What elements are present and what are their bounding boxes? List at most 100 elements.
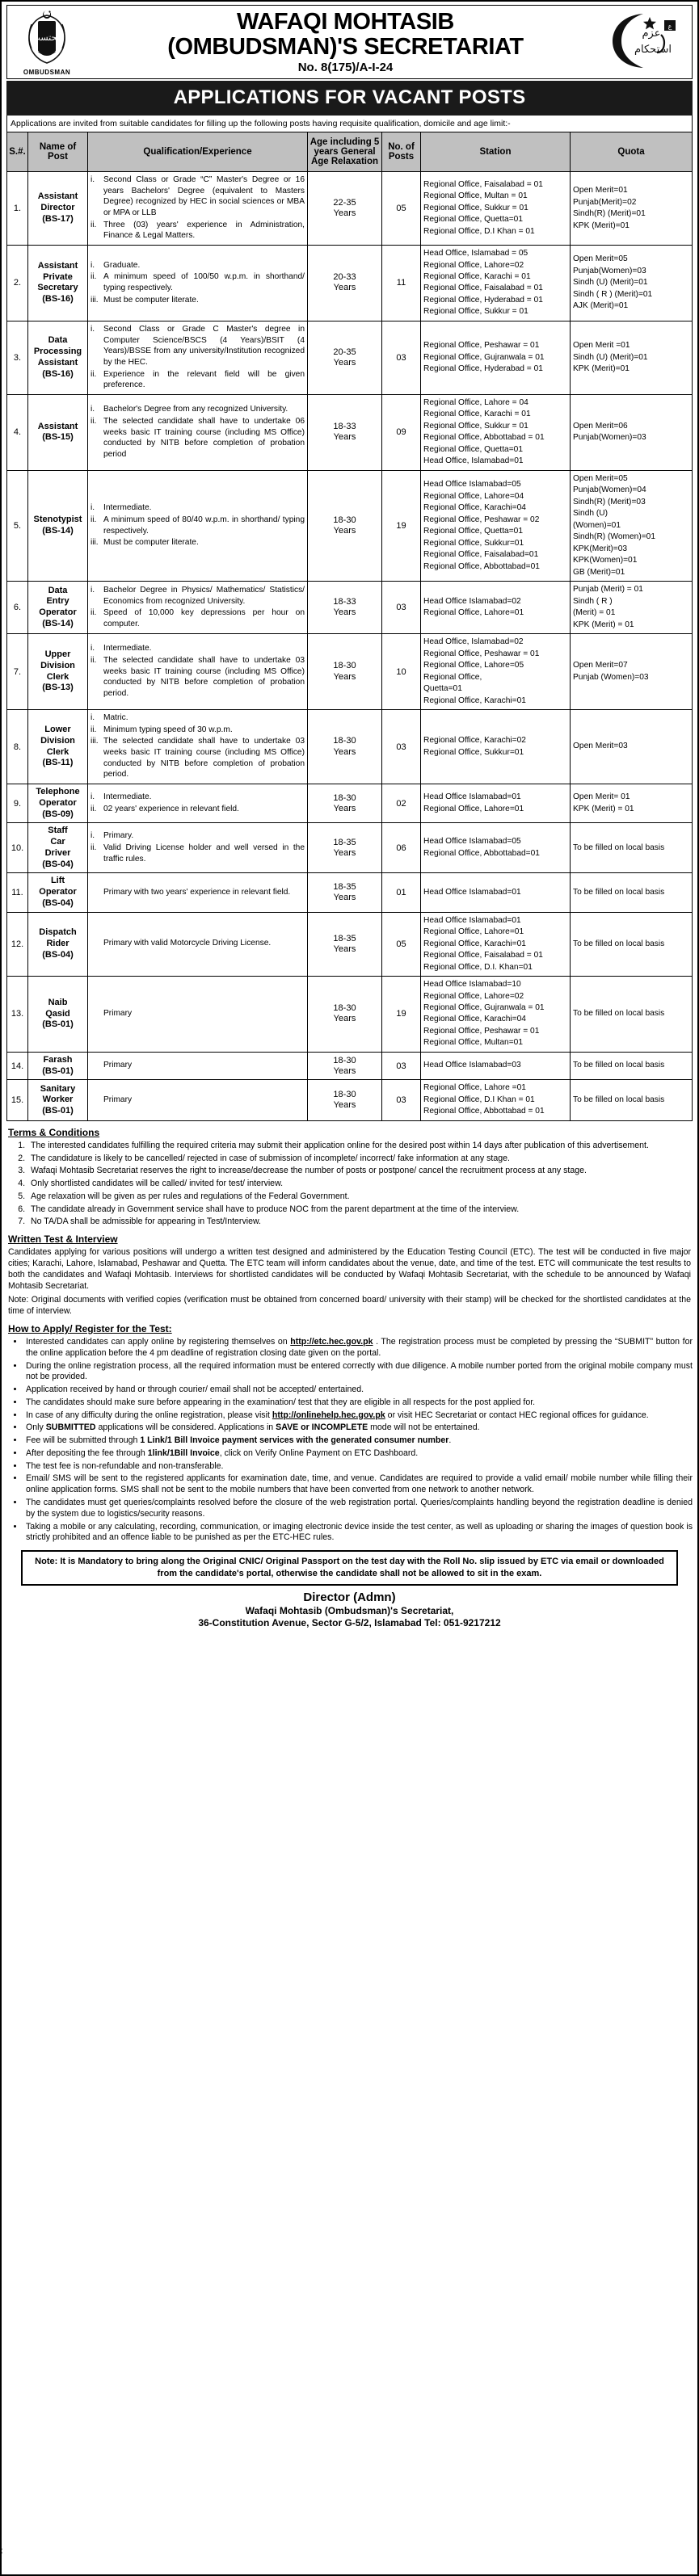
qualification-item: ii. The selected candidate shall have to … bbox=[91, 416, 305, 459]
cell-age-limit: 22-35 Years bbox=[307, 170, 382, 246]
cell-no-of-posts: 10 bbox=[381, 633, 421, 711]
cell-station: Head Office Islamabad=01 Regional Office,… bbox=[420, 784, 571, 824]
quota-line: GB (Merit)=01 bbox=[573, 567, 625, 577]
col-age: Age including 5 years General Age Relaxa… bbox=[307, 132, 382, 172]
cell-serial: 15. bbox=[6, 1079, 28, 1121]
quota-line: KPK(Merit)=03 bbox=[573, 544, 628, 553]
station-line: Regional Office, Karachi=01 bbox=[423, 695, 526, 705]
station-line: Head Office Islamabad=10 bbox=[423, 980, 521, 990]
cell-quota: Open Merit= 01 KPK (Merit) = 01 bbox=[570, 784, 693, 824]
station-line: Head Office, Islamabad=01 bbox=[423, 456, 524, 466]
cell-quota: To be filled on local basis bbox=[570, 822, 693, 874]
quota-line: Punjab(Women)=04 bbox=[573, 485, 646, 495]
station-line: Head Office Islamabad=01 bbox=[423, 915, 521, 925]
pid-side-code: PID (I) No.1335/24 bbox=[0, 2505, 3, 2570]
masthead-titles: WAFAQI MOHTASIB (OMBUDSMAN)'S SECRETARIA… bbox=[86, 10, 604, 74]
station-line: Regional Office, Karachi = 01 bbox=[423, 272, 531, 281]
station-line: Regional Office, Karachi=02 bbox=[423, 736, 526, 746]
station-line: Regional Office, Karachi=04 bbox=[423, 1015, 526, 1024]
quota-line: Open Merit=01 bbox=[573, 186, 628, 195]
station-line: Regional Office, Faisalabad = 01 bbox=[423, 179, 543, 189]
svg-text:استحكام: استحكام bbox=[634, 44, 672, 56]
footer-block: Director (Admn) Wafaqi Mohtasib (Ombudsm… bbox=[6, 1591, 693, 1628]
quota-line: To be filled on local basis bbox=[573, 1095, 665, 1104]
station-line: Regional Office, Faisalabad = 01 bbox=[423, 284, 543, 293]
station-line: Regional Office, D.I. Khan=01 bbox=[423, 962, 533, 972]
cell-qualification: i. Second Class or Grade “C” Master's Deg… bbox=[87, 170, 308, 246]
quota-line: Open Merit =01 bbox=[573, 341, 630, 351]
page-title-banner: APPLICATIONS FOR VACANT POSTS bbox=[6, 81, 693, 116]
cell-quota: To be filled on local basis bbox=[570, 1079, 693, 1121]
terms-title: Terms & Conditions bbox=[8, 1126, 100, 1138]
station-line: Regional Office, Lahore=02 bbox=[423, 260, 524, 270]
cell-station: Head Office Islamabad=05 Regional Office,… bbox=[420, 469, 571, 582]
station-line: Quetta=01 bbox=[423, 684, 462, 694]
station-line: Head Office Islamabad=01 bbox=[423, 887, 521, 897]
cell-quota: Open Merit=06 Punjab(Women)=03 bbox=[570, 393, 693, 471]
cell-serial: 7. bbox=[6, 633, 28, 711]
qualification-item: i. Primary. bbox=[91, 831, 134, 841]
footer-director: Director (Admn) bbox=[303, 1590, 396, 1604]
qualification-item: i. Intermediate. bbox=[91, 792, 152, 802]
apply-item: The test fee is non-refundable and non-t… bbox=[24, 1461, 693, 1473]
qualification-item: ii. Three (03) years' experience in Admin… bbox=[91, 220, 305, 241]
cell-quota: Punjab (Merit) = 01 Sindh ( R ) (Merit) = … bbox=[570, 581, 693, 635]
station-line: Regional Office, Sukkur = 01 bbox=[423, 307, 528, 317]
cell-age-limit: 18-30 Years bbox=[307, 633, 382, 711]
how-to-apply-list: Interested candidates can apply online b… bbox=[6, 1337, 693, 1544]
qualification-item: i. Intermediate. bbox=[91, 644, 152, 653]
cell-age-limit: 18-30 Years bbox=[307, 976, 382, 1053]
station-line: Regional Office, Lahore=05 bbox=[423, 661, 524, 670]
cell-quota: Open Merit=01 Punjab(Merit)=02 Sindh(R) (M… bbox=[570, 170, 693, 246]
qualification-item: i. Bachelor's Degree from any recognized … bbox=[91, 405, 288, 414]
station-line: Regional Office, Quetta=01 bbox=[423, 527, 523, 536]
quota-line: Sindh (U) (Merit)=01 bbox=[573, 278, 648, 288]
station-line: Regional Office, Peshawar = 01 bbox=[423, 341, 540, 351]
cell-no-of-posts: 03 bbox=[381, 1051, 421, 1081]
station-line: Regional Office, Multan=01 bbox=[423, 1038, 523, 1048]
station-line: Regional Office, Peshawar = 01 bbox=[423, 649, 540, 658]
quota-line: Open Merit=05 bbox=[573, 473, 628, 483]
qualification-item: Primary with valid Motorcycle Driving Li… bbox=[103, 939, 272, 948]
qualification-item: i. Intermediate. bbox=[91, 503, 152, 513]
cell-quota: Open Merit =01 Sindh (U) (Merit)=01 KPK (M… bbox=[570, 320, 693, 395]
station-line: Regional Office, Abbottabad = 01 bbox=[423, 433, 545, 443]
cell-station: Head Office Islamabad=01 Regional Office,… bbox=[420, 911, 571, 977]
quota-line: Sindh ( R ) (Merit)=01 bbox=[573, 289, 653, 299]
cell-station: Head Office Islamabad=03 bbox=[420, 1051, 571, 1081]
cell-qualification: i. Intermediate. ii. A minimum speed of 80/… bbox=[87, 469, 308, 582]
cell-no-of-posts: 19 bbox=[381, 976, 421, 1053]
svg-text:ع: ع bbox=[668, 23, 672, 30]
cell-serial: 2. bbox=[6, 245, 28, 321]
qualification-item: ii. 02 years' experience in relevant fiel… bbox=[91, 804, 239, 813]
cell-age-limit: 18-35 Years bbox=[307, 911, 382, 977]
station-line: Regional Office, Sukkur=01 bbox=[423, 538, 524, 548]
quota-line: Sindh(R) (Merit)=01 bbox=[573, 209, 646, 219]
cell-no-of-posts: 05 bbox=[381, 170, 421, 246]
cell-station: Regional Office, Peshawar = 01 Regional O… bbox=[420, 320, 571, 395]
crest-caption: OMBUDSMAN bbox=[23, 69, 71, 76]
cell-age-limit: 18-30 Years bbox=[307, 709, 382, 785]
col-station: Station bbox=[420, 132, 571, 172]
table-row: 15. Sanitary Worker (BS-01) Primary 18-30 Year… bbox=[6, 1079, 693, 1121]
term-item: The candidate already in Government serv… bbox=[27, 1204, 693, 1216]
station-line: Regional Office, Lahore=04 bbox=[423, 491, 524, 501]
station-line: Head Office Islamabad=05 bbox=[423, 480, 521, 490]
apply-item: During the online registration process, … bbox=[24, 1361, 693, 1384]
qualification-item: iii. The selected candidate shall have to… bbox=[91, 737, 305, 780]
table-row: 7. Upper Division Clerk (BS-13) i. Intermediat… bbox=[6, 633, 693, 711]
cell-post-name: Telephone Operator (BS-09) bbox=[27, 784, 88, 824]
cell-age-limit: 18-33 Years bbox=[307, 581, 382, 635]
quota-line: Punjab (Merit) = 01 bbox=[573, 585, 643, 595]
qualification-item: Primary bbox=[103, 1009, 133, 1019]
cell-qualification: Primary bbox=[87, 1051, 308, 1081]
apply-item: In case of any difficulty during the onl… bbox=[24, 1410, 693, 1422]
qualification-item: ii. The selected candidate shall have to … bbox=[91, 656, 305, 699]
cell-age-limit: 18-33 Years bbox=[307, 393, 382, 471]
cell-qualification: i. Matric. ii. Minimum typing speed of 30 w… bbox=[87, 709, 308, 785]
cell-post-name: Assistant Private Secretary (BS-16) bbox=[27, 245, 88, 321]
cell-station: Head Office, Islamabad=02 Regional Office… bbox=[420, 633, 571, 711]
table-header: S.#. Name of Post Qualification/Experien… bbox=[6, 132, 693, 172]
cell-station: Regional Office, Karachi=02 Regional Offi… bbox=[420, 709, 571, 785]
